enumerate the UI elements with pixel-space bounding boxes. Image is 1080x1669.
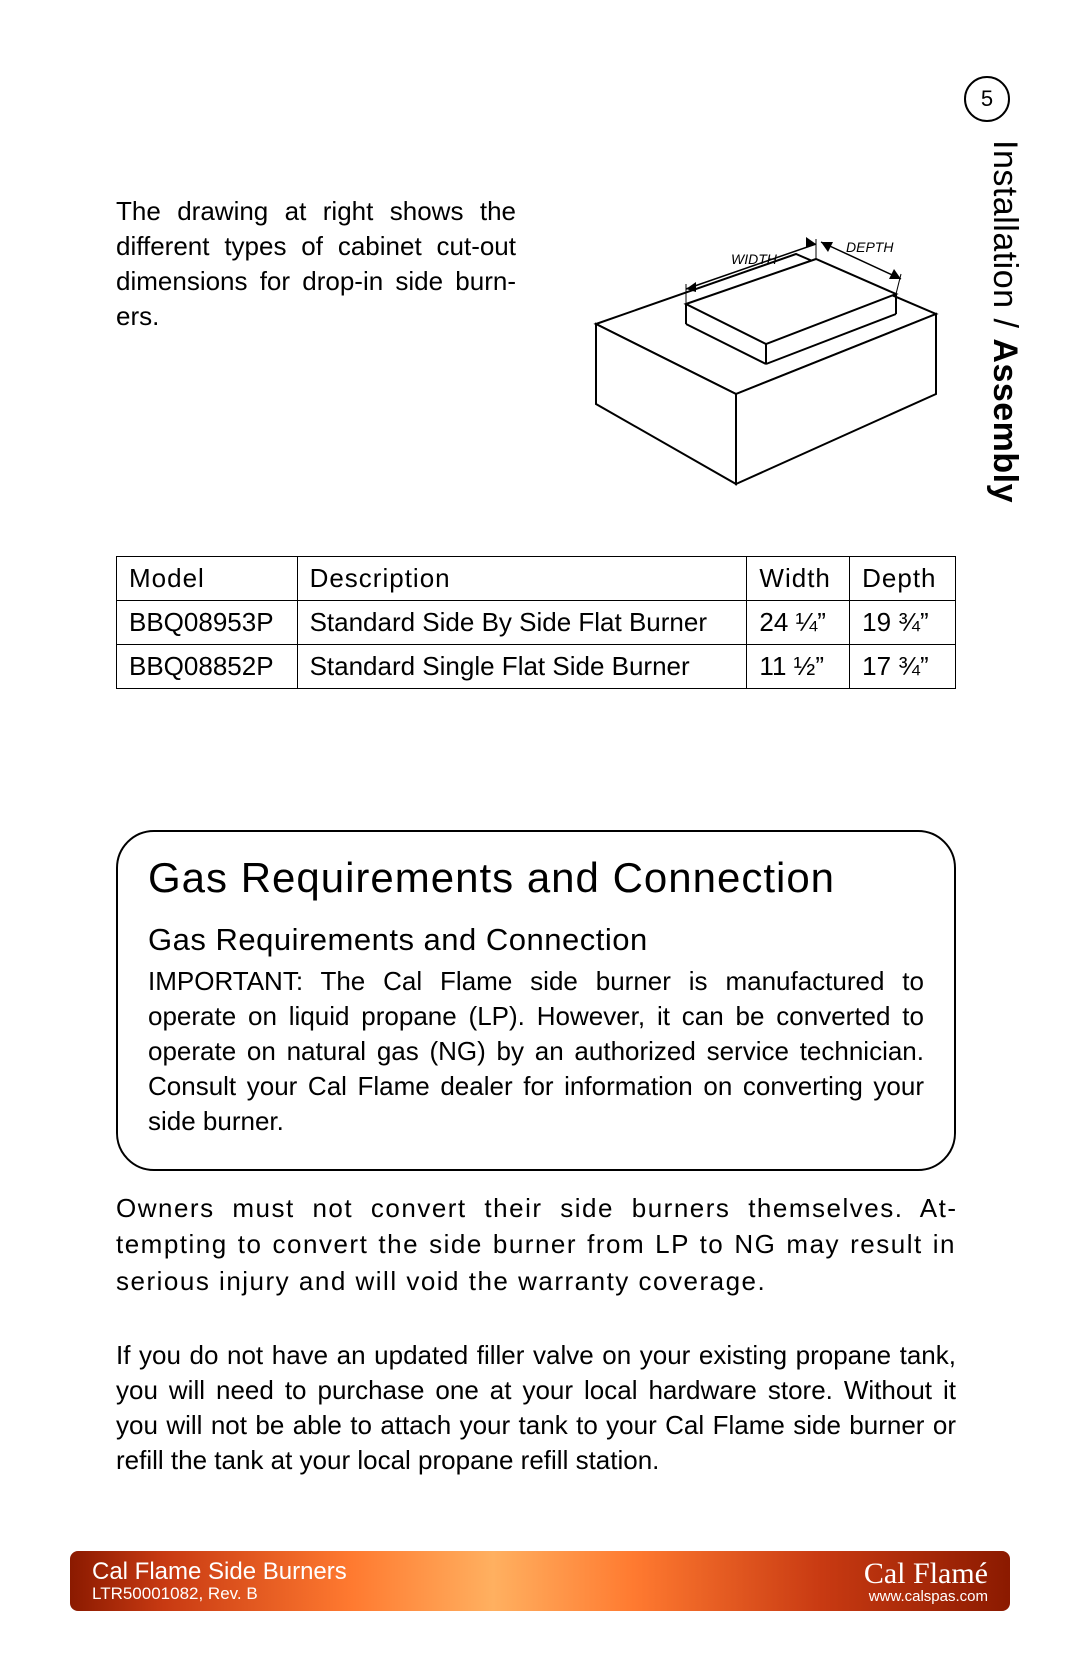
intro-text: The drawing at right shows the different…: [116, 194, 516, 494]
table-row: BBQ08953P Standard Side By Side Flat Bur…: [117, 601, 956, 645]
gas-box-title: Gas Requirements and Connection: [148, 854, 924, 902]
gas-box-subtitle: Gas Requirements and Connection: [148, 922, 924, 958]
diagram-depth-label: DEPTH: [846, 239, 894, 255]
footer-url: www.calspas.com: [869, 1589, 988, 1604]
footer-revision: LTR50001082, Rev. B: [92, 1585, 347, 1603]
cell-width: 24 ¼”: [747, 601, 850, 645]
footer-right: Cal Flamé www.calspas.com: [864, 1559, 988, 1604]
cell-width: 11 ½”: [747, 645, 850, 689]
col-description: Description: [297, 557, 747, 601]
diagram-width-label: WIDTH: [731, 251, 778, 267]
col-width: Width: [747, 557, 850, 601]
filler-valve-para: If you do not have an updated filler val…: [116, 1338, 956, 1478]
footer-left: Cal Flame Side Burners LTR50001082, Rev.…: [92, 1559, 347, 1602]
conversion-warning: Owners must not convert their side burne…: [116, 1190, 956, 1299]
dimensions-table: Model Description Width Depth BBQ08953P …: [116, 556, 956, 689]
footer-title: Cal Flame Side Burners: [92, 1559, 347, 1584]
cell-description: Standard Single Flat Side Burner: [297, 645, 747, 689]
col-model: Model: [117, 557, 298, 601]
gas-box-body: IMPORTANT: The Cal Flame side burner is …: [148, 964, 924, 1139]
table-row: BBQ08852P Standard Single Flat Side Burn…: [117, 645, 956, 689]
section-tab-part2: Assembly: [986, 338, 1024, 503]
section-tab-part1: Installation /: [986, 140, 1024, 338]
cell-depth: 17 ¾”: [850, 645, 956, 689]
cutout-diagram: WIDTH DEPTH: [536, 194, 956, 494]
footer-logo: Cal Flamé: [864, 1559, 988, 1589]
cell-depth: 19 ¾”: [850, 601, 956, 645]
intro-row: The drawing at right shows the different…: [116, 194, 956, 494]
table-header-row: Model Description Width Depth: [117, 557, 956, 601]
page-number: 5: [964, 76, 1010, 122]
cell-model: BBQ08953P: [117, 601, 298, 645]
cell-model: BBQ08852P: [117, 645, 298, 689]
cell-description: Standard Side By Side Flat Burner: [297, 601, 747, 645]
gas-requirements-box: Gas Requirements and Connection Gas Requ…: [116, 830, 956, 1171]
col-depth: Depth: [850, 557, 956, 601]
page-footer: Cal Flame Side Burners LTR50001082, Rev.…: [70, 1551, 1010, 1611]
section-tab-label: Installation / Assembly: [985, 140, 1024, 503]
page: 5 Installation / Assembly The drawing at…: [0, 0, 1080, 1669]
